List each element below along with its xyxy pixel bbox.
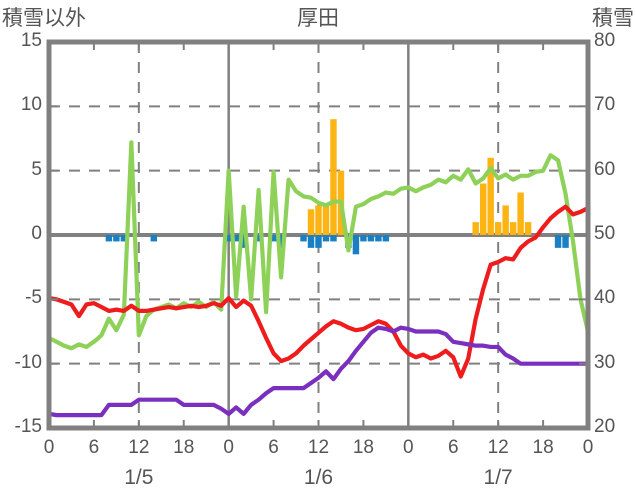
wind-bar: [270, 235, 277, 242]
y-axis-left-tick: -15: [14, 416, 42, 437]
y-axis-left-tick: -10: [14, 351, 42, 373]
precipitation-bar: [307, 209, 315, 235]
x-axis-tick: 6: [88, 437, 100, 458]
x-axis-tick: 6: [268, 437, 279, 458]
precipitation-bar: [517, 192, 524, 235]
precipitation-bar: [509, 222, 517, 235]
wind-bar: [120, 235, 128, 242]
x-axis-day-label: 1/5: [124, 466, 154, 489]
precipitation-bar: [524, 222, 532, 235]
y-axis-left-tick: 0: [31, 223, 42, 244]
x-axis-tick: 0: [403, 437, 414, 458]
precipitation-bar: [487, 157, 494, 235]
wind-bar: [315, 235, 322, 248]
series-line: [46, 204, 591, 379]
wind-bar: [105, 235, 113, 242]
x-axis-tick: 18: [352, 437, 374, 458]
y-axis-right-tick: 30: [594, 351, 616, 373]
wind-bar: [277, 235, 285, 248]
y-axis-right-tick: 80: [594, 30, 616, 51]
wind-bar: [113, 235, 120, 242]
x-axis-tick: 6: [447, 437, 459, 458]
wind-bar: [307, 235, 315, 248]
wind-bar: [562, 235, 569, 248]
series-line: [46, 140, 591, 351]
y-axis-left-tick: -5: [25, 287, 42, 309]
precipitation-bar: [494, 222, 502, 235]
x-axis-tick: 0: [223, 437, 234, 458]
y-axis-right-tick: 40: [594, 287, 616, 309]
wind-bar: [554, 235, 562, 248]
wind-bar: [382, 235, 390, 242]
wind-bar: [330, 235, 337, 242]
x-axis-tick: 18: [532, 437, 554, 458]
right-axis-title: 積雪: [592, 7, 634, 30]
y-axis-left-tick: 15: [20, 30, 42, 51]
wind-bar: [360, 235, 367, 242]
wind-bar: [300, 235, 307, 242]
precipitation-bar: [502, 205, 509, 235]
wind-bar: [240, 235, 247, 248]
x-axis-tick: 12: [307, 437, 330, 458]
precipitation-bar: [315, 205, 322, 235]
left-axis-title: 積雪以外: [2, 7, 86, 30]
y-axis-left-tick: 10: [20, 94, 42, 116]
x-axis-tick: 12: [128, 437, 150, 458]
wind-bar: [150, 235, 158, 242]
x-axis-day-label: 1/7: [483, 466, 513, 489]
x-axis-tick: 12: [487, 437, 509, 458]
wind-bar: [367, 235, 375, 242]
wind-bar: [375, 235, 382, 242]
wind-bar: [352, 235, 360, 255]
precipitation-bar: [472, 222, 479, 235]
chart-title: 厚田: [297, 7, 339, 30]
precipitation-bar: [479, 183, 487, 235]
precipitation-bar: [322, 205, 330, 235]
wind-bar: [322, 235, 330, 242]
y-axis-left-tick: 5: [31, 158, 42, 180]
wind-bar: [225, 235, 232, 242]
wind-bar: [255, 235, 262, 242]
series-line: [46, 325, 591, 418]
x-axis-tick: 18: [173, 437, 195, 458]
x-axis-tick: 0: [43, 437, 55, 458]
y-axis-right-tick: 70: [594, 94, 616, 116]
x-axis-tick: 0: [582, 437, 594, 458]
y-axis-right-tick: 20: [594, 416, 616, 437]
y-axis-right-tick: 60: [594, 158, 616, 180]
wind-bar: [232, 235, 240, 242]
x-axis-day-label: 1/6: [303, 466, 334, 489]
precipitation-bar: [330, 119, 337, 235]
y-axis-right-tick: 50: [594, 223, 616, 244]
